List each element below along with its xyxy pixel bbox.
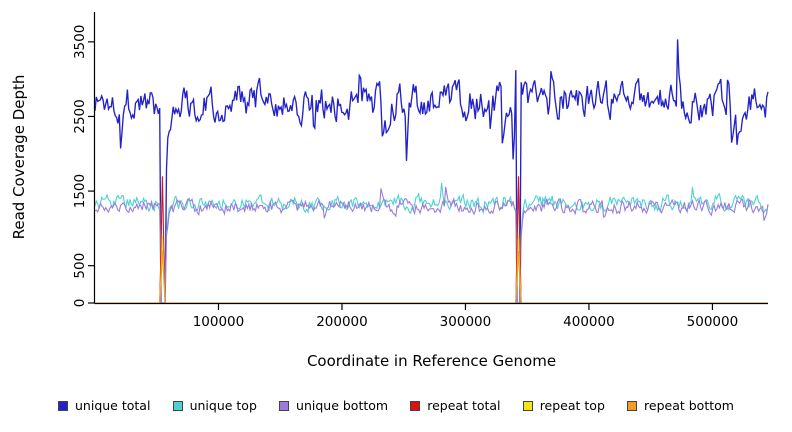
series-line-unique-total <box>94 39 769 304</box>
legend-swatch-unique-top <box>172 400 183 411</box>
series-line-unique-bottom <box>94 186 769 304</box>
x-tick-label: 300000 <box>440 314 492 330</box>
series-line-repeat-top <box>95 235 768 304</box>
y-tick-label: 1500 <box>72 174 88 208</box>
x-axis-label: Coordinate in Reference Genome <box>306 352 557 370</box>
y-axis-label: Read Coverage Depth <box>10 74 28 240</box>
legend-item-unique-bottom: unique bottom <box>279 398 388 413</box>
y-tick-label: 500 <box>72 253 88 279</box>
x-tick-label: 200000 <box>316 314 368 330</box>
legend-label-unique-total: unique total <box>75 398 151 413</box>
legend-label-repeat-total: repeat total <box>427 398 501 413</box>
y-tick-label: 3500 <box>72 25 88 59</box>
y-tick-label: 2500 <box>72 99 88 133</box>
legend-label-repeat-bottom: repeat bottom <box>644 398 734 413</box>
legend-swatch-repeat-top <box>522 400 533 411</box>
x-tick-label: 500000 <box>687 314 739 330</box>
legend-label-unique-bottom: unique bottom <box>296 398 389 413</box>
legend: unique total unique top unique bottom re… <box>0 398 792 413</box>
legend-label-repeat-top: repeat top <box>539 398 605 413</box>
legend-item-repeat-bottom: repeat bottom <box>627 398 734 413</box>
legend-label-unique-top: unique top <box>189 398 257 413</box>
legend-swatch-unique-bottom <box>279 400 290 411</box>
legend-swatch-repeat-total <box>410 400 421 411</box>
legend-item-unique-total: unique total <box>58 398 150 413</box>
legend-item-unique-top: unique top <box>172 398 257 413</box>
legend-swatch-unique-total <box>58 400 68 411</box>
legend-item-repeat-top: repeat top <box>522 398 605 413</box>
series-line-unique-top <box>94 183 769 304</box>
x-tick-label: 100000 <box>193 314 245 330</box>
y-tick-label: 0 <box>72 299 88 308</box>
legend-swatch-repeat-bottom <box>627 400 638 411</box>
plot-area: 100000 200000 300000 400000 500000 0 500 1500 25… <box>72 12 769 330</box>
x-tick-label: 400000 <box>563 314 615 330</box>
legend-item-repeat-total: repeat total <box>410 398 501 413</box>
series-line-repeat-bottom <box>95 250 768 304</box>
